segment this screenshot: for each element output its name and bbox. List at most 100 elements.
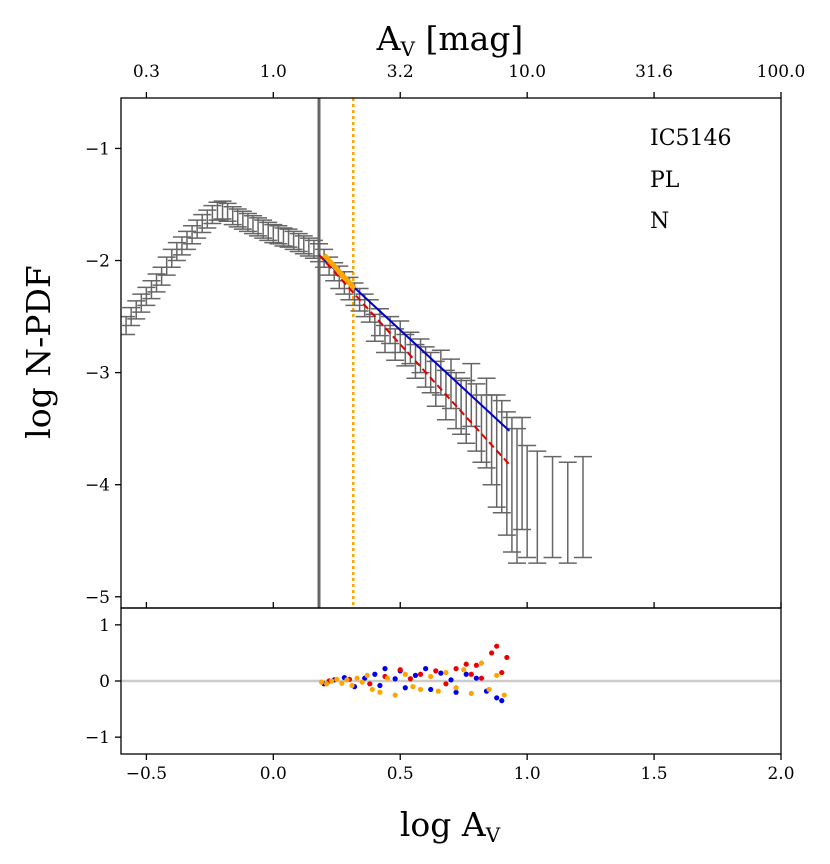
pdf-errorbar bbox=[142, 279, 161, 300]
residual-point-orange bbox=[453, 685, 459, 691]
residual-point-blue bbox=[453, 689, 459, 695]
residual-point-orange bbox=[318, 679, 325, 685]
residual-point-orange bbox=[443, 669, 449, 676]
pdf-errorbar bbox=[208, 201, 227, 221]
residual-point-red bbox=[499, 669, 505, 676]
residual-point-orange bbox=[501, 692, 507, 698]
x-tick-label: 0.5 bbox=[387, 764, 414, 784]
pdf-errorbar bbox=[183, 225, 202, 245]
pdf-errorbar bbox=[442, 358, 460, 410]
residual-point-orange bbox=[428, 673, 434, 680]
residual-point-red bbox=[468, 671, 474, 677]
pdf-errorbar bbox=[193, 213, 212, 234]
residual-point-red bbox=[478, 675, 485, 681]
residual-point-red bbox=[407, 676, 413, 682]
residual-point-orange bbox=[354, 675, 360, 681]
residual-point-red bbox=[489, 650, 495, 656]
residual-y-tick-label: 0 bbox=[99, 672, 110, 692]
residual-point-orange bbox=[369, 686, 375, 693]
residual-point-orange bbox=[377, 689, 383, 695]
pdf-errorbar bbox=[152, 266, 171, 286]
residual-point-blue bbox=[499, 698, 505, 704]
residual-point-orange bbox=[384, 675, 391, 681]
y-axis-title: log N-PDF bbox=[19, 265, 58, 439]
residual-point-red bbox=[504, 654, 510, 661]
top-axis-title-sub: V bbox=[400, 37, 416, 61]
residual-point-blue bbox=[448, 677, 454, 683]
top-axis-title-main: A bbox=[376, 19, 402, 58]
top-axis-title-rest: [mag] bbox=[415, 19, 523, 58]
pdf-errorbar bbox=[264, 223, 283, 244]
residual-point-orange bbox=[461, 667, 467, 673]
residual-point-red bbox=[367, 681, 373, 687]
pdf-errorbar bbox=[365, 313, 384, 342]
residual-point-orange bbox=[435, 688, 441, 694]
residual-point-orange bbox=[344, 677, 350, 683]
x-tick-label: 1.0 bbox=[514, 764, 541, 784]
residual-point-orange bbox=[494, 672, 500, 678]
pdf-errorbar bbox=[513, 416, 532, 531]
y-tick-label: −1 bbox=[85, 139, 110, 159]
y-tick-label: −3 bbox=[85, 364, 110, 384]
residual-point-orange bbox=[329, 678, 335, 684]
pdf-errorbar bbox=[492, 399, 511, 514]
pdf-errorbar bbox=[127, 300, 146, 320]
main-panel-frame bbox=[120, 97, 782, 609]
residual-point-orange bbox=[486, 686, 492, 693]
residual-y-tick-label: 1 bbox=[99, 616, 110, 636]
pdf-errorbar bbox=[132, 293, 151, 313]
residual-point-blue bbox=[412, 672, 419, 678]
pdf-errorbar bbox=[401, 331, 420, 365]
residual-point-orange bbox=[402, 671, 408, 677]
residual-y-tick-label: −1 bbox=[85, 728, 110, 748]
residual-point-orange bbox=[417, 686, 424, 693]
pdf-errorbar bbox=[178, 230, 196, 251]
pdf-errorbar bbox=[376, 324, 394, 354]
top-tick-label: 1.0 bbox=[260, 62, 287, 82]
pdf-errorbar bbox=[477, 377, 496, 469]
residual-point-red bbox=[417, 671, 424, 677]
residual-point-blue bbox=[372, 671, 378, 677]
top-tick-label: 0.3 bbox=[133, 62, 160, 82]
y-tick-label: −2 bbox=[85, 252, 110, 272]
x-axis-title: log AV bbox=[400, 805, 501, 847]
residual-point-blue bbox=[402, 685, 408, 691]
residual-point-red bbox=[453, 666, 459, 672]
x-tick-label: 2.0 bbox=[767, 764, 794, 784]
x-tick-label: 1.5 bbox=[641, 764, 668, 784]
residual-point-red bbox=[494, 643, 500, 649]
pdf-errorbar bbox=[274, 227, 293, 247]
orange-fit-line bbox=[322, 253, 357, 291]
pdf-errorbar bbox=[543, 455, 562, 559]
top-axis-title: AV [mag] bbox=[376, 19, 524, 61]
residual-point-blue bbox=[438, 670, 444, 676]
residual-point-blue bbox=[382, 666, 388, 672]
residual-point-red bbox=[473, 662, 479, 668]
pdf-errorbar bbox=[508, 427, 526, 564]
red-fit-line bbox=[318, 254, 511, 466]
pdf-errorbar bbox=[426, 360, 445, 407]
pdf-errorbar bbox=[391, 320, 410, 354]
top-tick-label: 100.0 bbox=[757, 62, 806, 82]
pdf-errorbar bbox=[188, 219, 207, 239]
pdf-errorbar bbox=[167, 241, 186, 262]
residual-point-blue bbox=[392, 676, 398, 682]
residual-point-blue bbox=[377, 682, 383, 689]
residual-point-orange bbox=[392, 692, 398, 698]
pdf-errorbar bbox=[137, 286, 156, 307]
x-axis-title-sub: V bbox=[485, 823, 501, 847]
pdf-errorbar bbox=[497, 411, 516, 536]
main-panel bbox=[120, 97, 782, 609]
pdf-errorbar bbox=[157, 256, 176, 276]
residual-point-red bbox=[463, 661, 469, 667]
pdf-errorbar bbox=[147, 273, 166, 293]
residual-point-blue bbox=[494, 695, 500, 701]
residual-point-orange bbox=[349, 682, 355, 689]
residual-point-red bbox=[443, 681, 449, 687]
residual-point-orange bbox=[334, 676, 340, 682]
pdf-errorbar bbox=[162, 248, 181, 269]
residual-point-blue bbox=[423, 666, 429, 672]
pdf-errorbar bbox=[574, 455, 592, 559]
residual-point-orange bbox=[324, 681, 330, 687]
